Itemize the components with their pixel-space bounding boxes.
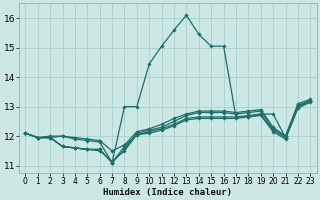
X-axis label: Humidex (Indice chaleur): Humidex (Indice chaleur) xyxy=(103,188,232,197)
